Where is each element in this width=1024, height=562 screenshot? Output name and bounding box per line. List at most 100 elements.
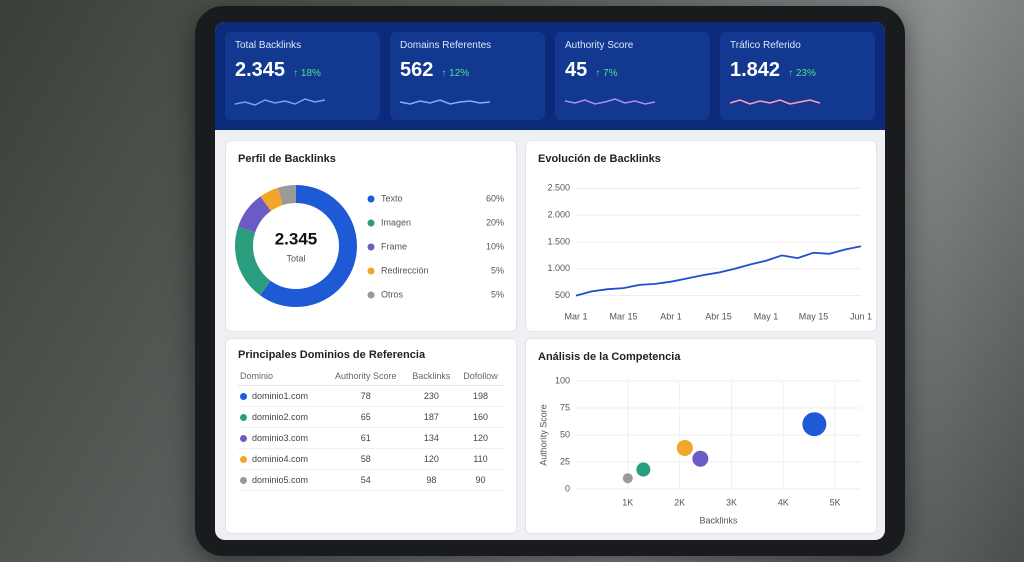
kpi-value: 2.345: [235, 59, 286, 81]
donut-segment: [235, 185, 357, 307]
kpi-change: ↑ 18%: [293, 68, 321, 79]
cell-text: 187: [423, 412, 439, 422]
x-tick-label: Mar 1: [564, 311, 587, 321]
chart-title: Evolución de Backlinks: [538, 153, 661, 165]
x-tick-label: Abr 1: [660, 311, 682, 321]
kpi-card: Authority Score 45 ↑ 7%: [555, 32, 710, 120]
sparkline: [730, 99, 821, 105]
x-tick-label: Abr 15: [705, 311, 732, 321]
sparkline-path: [565, 98, 656, 105]
x-tick-label: Jun 1: [850, 311, 872, 321]
value-label: 5%: [491, 265, 504, 275]
scatter-chart: Análisis de la Competencia 0 25 50 75 100 1K 2K…: [538, 351, 861, 525]
row-dot: [240, 435, 247, 443]
chart-title: Análisis de la Competencia: [538, 351, 681, 363]
column-header: Backlinks: [405, 367, 457, 386]
kpi-label: Tráfico Referido: [730, 40, 801, 51]
table-cell: 58: [325, 448, 406, 470]
table-cell: 90: [457, 469, 504, 491]
y-tick-label: 1.000: [547, 263, 570, 273]
cell-text: 58: [360, 454, 371, 464]
table-title: Principales Dominios de Referencia: [238, 349, 426, 361]
cell-text: dominio2.com: [252, 412, 309, 422]
table-row: dominio4.com 58 120 110: [238, 448, 504, 470]
tablet: Total Backlinks 2.345 ↑ 18% Domains Referen…: [195, 6, 905, 556]
line-panel: Evolución de Backlinks 500 1.000 1.500 2.000…: [525, 140, 877, 332]
value-label: 10%: [486, 241, 504, 251]
legend-label: Redirección: [381, 265, 429, 275]
legend-dot: [367, 219, 375, 227]
cell-text: 198: [472, 391, 489, 401]
kpi-label: Authority Score: [565, 40, 634, 51]
kpi-label: Total Backlinks: [235, 40, 302, 51]
cell-text: 90: [475, 475, 486, 485]
donut-chart: Perfil de Backlinks 2.345 Total Texto 60% Ima…: [235, 153, 504, 307]
sparkline-path: [235, 98, 326, 106]
value-label: 60%: [486, 193, 504, 203]
y-tick-label: 2.500: [547, 183, 570, 193]
y-tick-label: 500: [555, 290, 570, 300]
x-axis-title: Backlinks: [699, 515, 738, 525]
y-tick-label: 75: [560, 402, 570, 412]
table-cell: 198: [457, 385, 504, 407]
table-cell: dominio4.com: [238, 448, 326, 470]
legend-dot: [367, 267, 375, 275]
sparkline-path: [730, 99, 821, 105]
cell-text: 134: [423, 433, 439, 443]
legend-label: Frame: [381, 241, 407, 251]
cell-text: dominio3.com: [252, 433, 309, 443]
kpi-change: ↑ 12%: [441, 68, 470, 79]
column-header: Dofollow: [457, 367, 504, 386]
y-tick-label: 25: [560, 456, 570, 466]
table-cell: 110: [457, 448, 504, 470]
table-row: dominio2.com 65 187 160: [238, 406, 504, 428]
bubble: [676, 439, 693, 456]
sparkline-path: [400, 99, 491, 105]
column-header: Dominio: [238, 367, 326, 386]
table-panel: Principales Dominios de Referencia Domin…: [225, 338, 517, 534]
bubble: [622, 473, 633, 484]
y-tick-label: 2.000: [547, 210, 570, 220]
donut-panel: Perfil de Backlinks 2.345 Total Texto 60% Ima…: [225, 140, 517, 332]
kpi-change: ↑ 7%: [595, 68, 618, 79]
line-series: [575, 245, 862, 297]
cell-text: dominio1.com: [252, 391, 309, 401]
x-tick-label: 2K: [674, 497, 685, 507]
bubble: [636, 462, 651, 477]
sparkline: [400, 99, 491, 105]
legend-label: Otros: [381, 289, 404, 299]
table-cell: 120: [457, 427, 504, 449]
table-cell: dominio1.com: [238, 385, 326, 407]
kpi-header: Total Backlinks 2.345 ↑ 18% Domains Referen…: [215, 22, 885, 130]
table-cell: 134: [405, 427, 457, 449]
x-tick-label: Mar 15: [609, 311, 637, 321]
table-cell: 98: [405, 469, 457, 491]
y-tick-label: 50: [560, 429, 570, 439]
cell-text: 230: [423, 391, 439, 401]
legend-label: Imagen: [381, 217, 411, 227]
chart-title: Perfil de Backlinks: [238, 153, 336, 165]
row-dot: [240, 414, 247, 422]
kpi-card: Domains Referentes 562 ↑ 12%: [390, 32, 545, 120]
y-tick-label: 1.500: [547, 236, 570, 246]
donut-center-label: Total: [286, 253, 305, 263]
cell-text: 61: [360, 433, 371, 443]
legend-dot: [367, 243, 375, 251]
cell-text: 160: [472, 412, 489, 422]
kpi-value: 562: [400, 59, 434, 81]
scatter-panel: Análisis de la Competencia 0 25 50 75 100 1K 2K…: [525, 338, 877, 534]
kpi-card: Total Backlinks 2.345 ↑ 18%: [225, 32, 380, 120]
y-axis-title: Authority Score: [538, 404, 548, 466]
sparkline: [565, 98, 656, 105]
cell-text: dominio4.com: [252, 454, 309, 464]
legend-label: Texto: [381, 193, 403, 203]
row-dot: [240, 393, 247, 401]
cell-text: 98: [426, 475, 437, 485]
table-cell: 65: [325, 406, 406, 428]
legend-dot: [367, 291, 375, 299]
legend-dot: [367, 195, 375, 203]
table-cell: dominio3.com: [238, 427, 326, 449]
kpi-change: ↑ 23%: [788, 68, 816, 79]
row-dot: [240, 477, 247, 485]
